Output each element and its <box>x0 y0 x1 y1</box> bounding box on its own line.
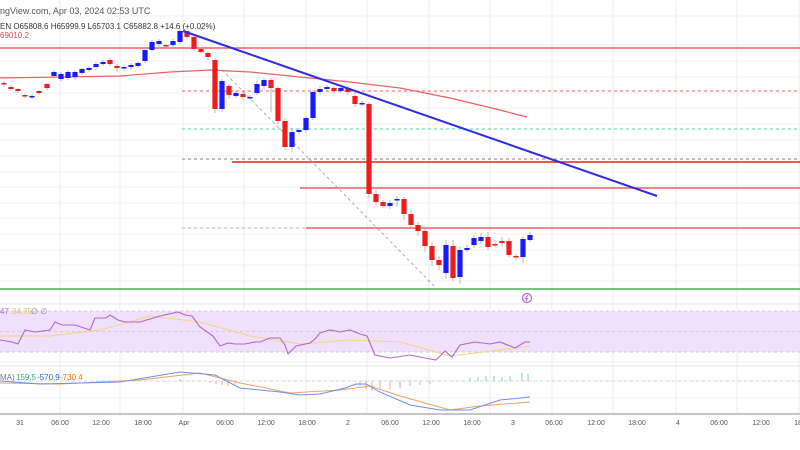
rsi-value-label: 47 <box>0 307 9 316</box>
time-axis-tick: 06:00 <box>216 420 234 427</box>
time-axis-tick: 18:00 <box>298 420 316 427</box>
macd-label: MA) <box>0 373 15 382</box>
time-axis-tick: 3 <box>511 420 515 427</box>
time-axis-tick: 31 <box>16 420 24 427</box>
time-axis-tick: 2 <box>346 420 350 427</box>
time-axis-tick: 18:00 <box>463 420 481 427</box>
time-axis-tick: 12:00 <box>257 420 275 427</box>
time-axis-tick: 18:00 <box>628 420 646 427</box>
rsi-extra-icons: ∅ ∅ <box>31 307 48 316</box>
macd-signal-value: -730.4 <box>60 373 83 382</box>
time-axis-tick: 06:00 <box>710 420 728 427</box>
time-axis-tick: 12:00 <box>587 420 605 427</box>
macd-line-value: -570.9 <box>37 373 60 382</box>
time-axis-tick: 12:00 <box>422 420 440 427</box>
time-axis-tick: 12:00 <box>752 420 770 427</box>
time-axis-tick: 18 <box>794 420 800 427</box>
time-axis-tick: 4 <box>676 420 680 427</box>
time-axis-tick: 12:00 <box>92 420 110 427</box>
time-axis-tick: 06:00 <box>545 420 563 427</box>
time-axis-tick: 06:00 <box>51 420 69 427</box>
sma-value-label: 69010.2 <box>0 31 29 40</box>
time-axis-tick: 18:00 <box>134 420 152 427</box>
time-axis-tick: 06:00 <box>381 420 399 427</box>
rsi-ma-value-label: 34.75 <box>12 307 33 316</box>
chart-source-timestamp: ngView.com, Apr 03, 2024 02:53 UTC <box>0 6 151 16</box>
time-axis-tick: Apr <box>178 420 190 427</box>
ohlc-values: EN O65808.6 H65999.9 L65703.1 C65882.8 +… <box>0 22 216 31</box>
macd-histogram-value: 159.5 <box>16 373 37 382</box>
